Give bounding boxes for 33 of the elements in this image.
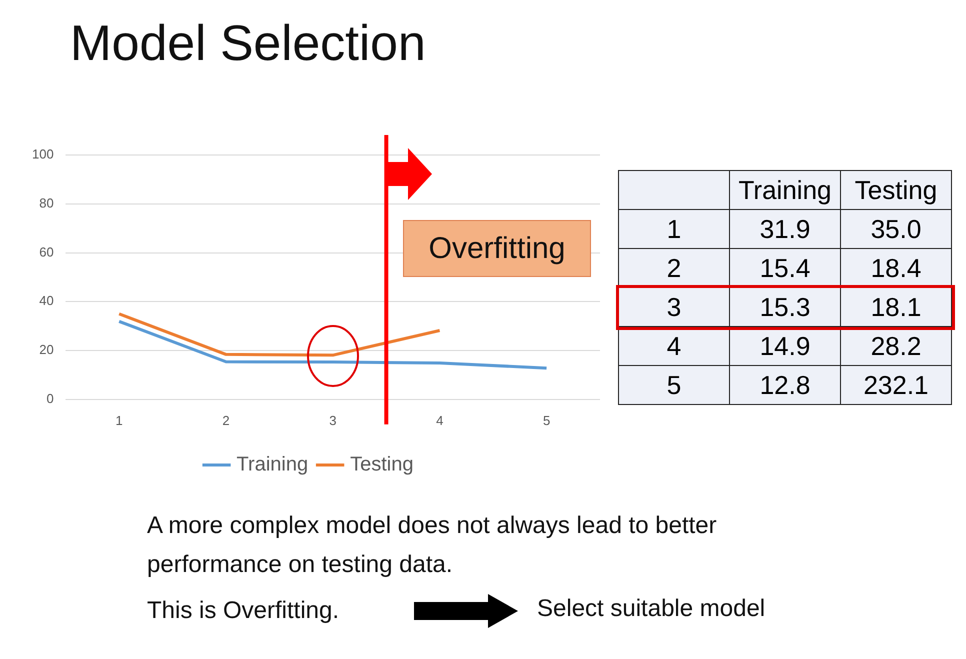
y-tick-label: 0 [46, 390, 54, 406]
text: Select suitable model [537, 595, 766, 623]
x-tick-label: 2 [222, 412, 230, 428]
data-label: 12.8 [730, 366, 840, 404]
y-tick-label: 20 [39, 342, 54, 358]
data-label: 18.4 [840, 248, 952, 288]
legend-label: Training [236, 454, 308, 476]
y-tick-label: 3 [618, 288, 730, 326]
data-label: 35.0 [840, 210, 952, 248]
data-label: 14.9 [730, 326, 840, 366]
x-tick-label: 3 [329, 412, 336, 428]
y-tick-label: 2 [618, 248, 730, 288]
text: This is Overfitting. [147, 597, 340, 625]
y-tick-label: 1 [618, 210, 730, 248]
y-tick-label: 4 [618, 326, 730, 366]
data-label: 15.3 [730, 288, 840, 326]
text: A more complex model does not always lead to better performance on testing data. [147, 511, 718, 580]
data-label: 31.9 [730, 210, 840, 248]
x-tick-label: 1 [116, 412, 123, 428]
y-tick-label: 80 [39, 195, 54, 210]
y-tick-label: 100 [32, 146, 54, 162]
data-label: 15.4 [730, 248, 840, 288]
chart-title: Model Selection [70, 14, 426, 72]
x-tick-label: 4 [436, 412, 444, 428]
legend-label: Testing [350, 454, 414, 476]
x-tick-label: 5 [542, 412, 550, 428]
y-tick-label: 60 [39, 244, 54, 260]
data-label: 28.2 [840, 326, 952, 366]
data-label: 18.1 [840, 288, 952, 326]
annotation: Overfitting [403, 220, 591, 277]
y-tick-label: 5 [618, 366, 730, 404]
y-tick-label: 40 [39, 293, 54, 308]
data-label: 232.1 [840, 366, 952, 404]
